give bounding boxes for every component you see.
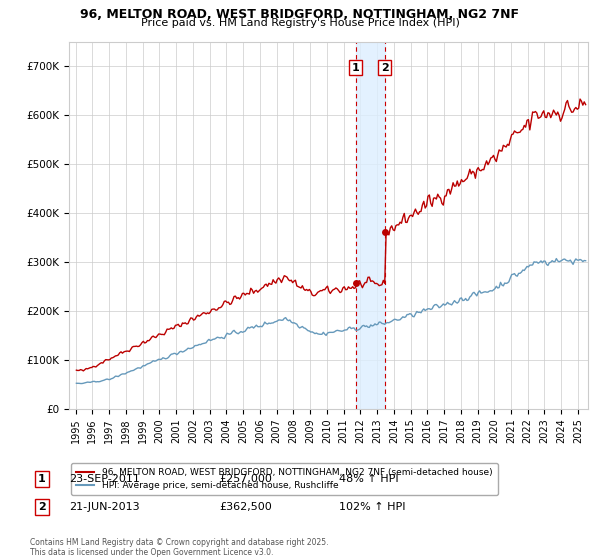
Text: 1: 1 — [38, 474, 46, 484]
Text: 21-JUN-2013: 21-JUN-2013 — [69, 502, 140, 512]
Text: Contains HM Land Registry data © Crown copyright and database right 2025.
This d: Contains HM Land Registry data © Crown c… — [30, 538, 329, 557]
Text: 2: 2 — [381, 63, 389, 73]
Text: 23-SEP-2011: 23-SEP-2011 — [69, 474, 140, 484]
Bar — [356, 42, 385, 409]
Text: 1: 1 — [352, 63, 359, 73]
Text: Price paid vs. HM Land Registry's House Price Index (HPI): Price paid vs. HM Land Registry's House … — [140, 18, 460, 29]
Text: 48% ↑ HPI: 48% ↑ HPI — [339, 474, 398, 484]
Text: 96, MELTON ROAD, WEST BRIDGFORD, NOTTINGHAM, NG2 7NF: 96, MELTON ROAD, WEST BRIDGFORD, NOTTING… — [80, 8, 520, 21]
Text: 2: 2 — [38, 502, 46, 512]
Text: £257,000: £257,000 — [219, 474, 272, 484]
Text: £362,500: £362,500 — [219, 502, 272, 512]
Text: 102% ↑ HPI: 102% ↑ HPI — [339, 502, 406, 512]
Legend: 96, MELTON ROAD, WEST BRIDGFORD, NOTTINGHAM, NG2 7NF (semi-detached house), HPI:: 96, MELTON ROAD, WEST BRIDGFORD, NOTTING… — [71, 463, 497, 495]
